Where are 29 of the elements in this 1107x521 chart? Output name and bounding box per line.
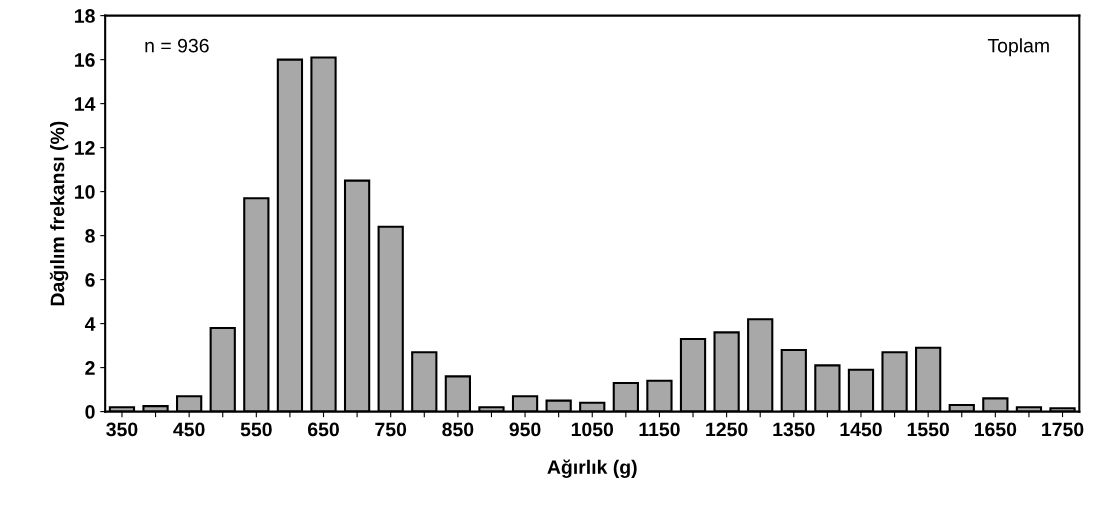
y-tick-label: 10 — [75, 185, 95, 199]
annotation: n = 936 — [145, 38, 209, 53]
y-tick-label: 4 — [84, 317, 96, 331]
x-tick-label: 350 — [106, 422, 138, 437]
x-tick-label: 550 — [240, 422, 272, 437]
y-tick-label: 12 — [75, 141, 95, 155]
x-tick-label: 850 — [442, 422, 474, 437]
x-tick-label: 750 — [375, 422, 407, 437]
y-tick-label: 14 — [75, 97, 96, 111]
x-tick-label: 1150 — [639, 422, 680, 437]
annotation: Toplam — [987, 38, 1049, 57]
y-tick-label: 16 — [75, 53, 95, 67]
x-tick-label: 1250 — [706, 422, 748, 437]
x-tick-label: 1050 — [571, 422, 614, 437]
y-tick-label: 8 — [85, 229, 95, 243]
x-tick-label: 1550 — [907, 422, 949, 437]
x-tick-label: 1750 — [1042, 422, 1084, 437]
x-tick-label: 1450 — [840, 422, 882, 437]
y-axis-title: Dağılım frekansı (%) — [49, 121, 69, 306]
y-tick-label: 6 — [85, 273, 95, 287]
x-axis-title: Ağırlık (g) — [547, 459, 637, 478]
x-tick-label: 950 — [509, 422, 541, 437]
y-tick-label: 0 — [85, 405, 95, 419]
x-tick-label: 450 — [173, 422, 205, 437]
y-tick-label: 18 — [75, 9, 95, 23]
y-tick-label: 2 — [85, 361, 95, 375]
x-tick-label: 650 — [308, 422, 339, 437]
x-tick-label: 1350 — [773, 422, 815, 437]
x-tick-label: 1650 — [974, 422, 1017, 437]
